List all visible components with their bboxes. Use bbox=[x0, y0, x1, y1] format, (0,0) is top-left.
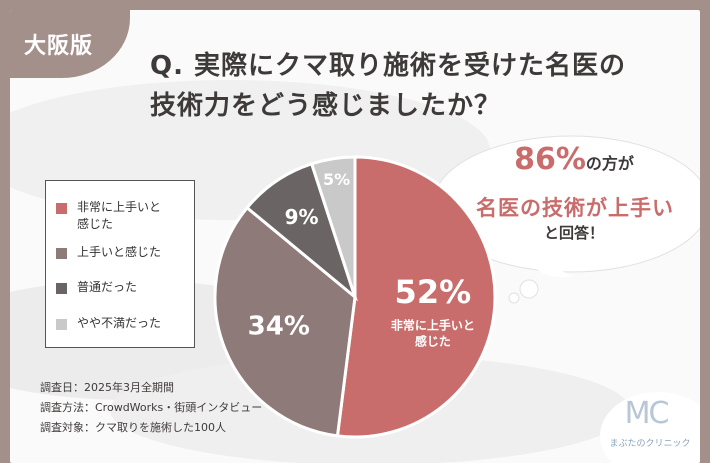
legend-label: 普通だった bbox=[77, 280, 138, 294]
slice-label-normal: 9% bbox=[285, 205, 319, 229]
speech-bubble bbox=[432, 135, 700, 304]
bubble-line-3: と回答！ bbox=[543, 224, 604, 242]
bubble-line-1: 86%の方が bbox=[454, 142, 694, 177]
slice-label-good: 34% bbox=[248, 312, 310, 342]
region-label: 大阪版 bbox=[24, 34, 94, 59]
legend-swatch bbox=[56, 319, 67, 330]
survey-target: 調査対象：クマ取りを施術した100人 bbox=[40, 421, 226, 434]
logo-name: まぶたのクリニック bbox=[609, 439, 691, 449]
legend-swatch bbox=[56, 203, 67, 214]
slice-normal bbox=[245, 161, 359, 302]
slice-good bbox=[213, 205, 357, 438]
page-title: Q. 実際にクマ取り施術を受けた名医の 技術力をどう感じましたか？ bbox=[150, 46, 690, 126]
logo-mark: MC bbox=[624, 396, 670, 431]
slice-label-dissatisfied: 5% bbox=[323, 170, 350, 189]
chart-legend: 非常に上手いと 感じた 上手いと感じた 普通だった やや不満だった bbox=[45, 180, 195, 348]
infographic-card: 大阪版 Q. 実際にクマ取り施術を受けた名医の 技術力をどう感じましたか？ 52… bbox=[10, 10, 700, 463]
legend-label: やや不満だった bbox=[77, 316, 162, 330]
legend-swatch bbox=[56, 248, 67, 259]
slice-very-good bbox=[335, 155, 497, 439]
logo-background bbox=[600, 392, 700, 463]
slice-dissatisfied bbox=[309, 155, 357, 298]
survey-method: 調査方法：CrowdWorks・街頭インタビュー bbox=[40, 401, 263, 414]
clinic-logo: MC まぶたのクリニック bbox=[600, 392, 700, 463]
survey-info: 調査日：2025年3月全期間 調査方法：CrowdWorks・街頭インタビュー … bbox=[40, 378, 262, 438]
slice-label-very-good: 52% bbox=[395, 273, 472, 311]
title-line-1: Q. 実際にクマ取り施術を受けた名医の bbox=[150, 51, 627, 81]
survey-date: 調査日：2025年3月全期間 bbox=[40, 381, 174, 394]
legend-label: 非常に上手いと 感じた bbox=[77, 200, 162, 231]
title-line-2: 技術力をどう感じましたか？ bbox=[150, 91, 502, 121]
slice-caption-line-2: 感じた bbox=[415, 333, 451, 348]
legend-swatch bbox=[56, 283, 67, 294]
bubble-percentage: 86% bbox=[514, 142, 586, 177]
slice-caption-line-1: 非常に上手いと bbox=[391, 317, 475, 332]
bubble-line-1-rest: の方が bbox=[585, 154, 634, 173]
legend-label: 上手いと感じた bbox=[77, 245, 162, 259]
bubble-line-2: 名医の技術が上手い bbox=[476, 196, 674, 220]
